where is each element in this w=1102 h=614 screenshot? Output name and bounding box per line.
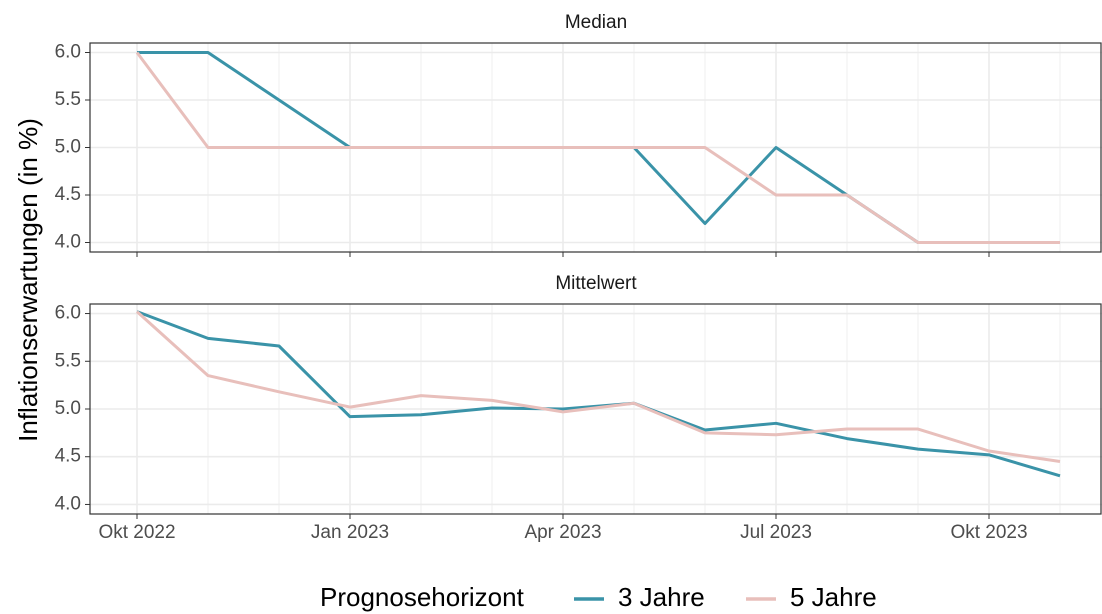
y-tick-label: 4.0 bbox=[55, 232, 81, 253]
legend-label: 3 Jahre bbox=[618, 582, 705, 612]
y-tick-label: 4.0 bbox=[55, 493, 81, 514]
legend-title: Prognosehorizont bbox=[320, 582, 525, 612]
y-tick-label: 5.0 bbox=[55, 137, 81, 158]
y-tick-label: 5.5 bbox=[55, 89, 81, 110]
line-series bbox=[135, 310, 1061, 463]
x-tick-label: Okt 2022 bbox=[98, 522, 175, 543]
panel-border bbox=[89, 303, 1102, 515]
x-tick-label: Jul 2023 bbox=[740, 522, 812, 543]
y-tick-label: 6.0 bbox=[55, 303, 81, 324]
panel-title: Mittelwert bbox=[555, 273, 637, 294]
y-tick-label: 4.5 bbox=[55, 446, 81, 467]
line-series bbox=[136, 310, 1061, 478]
y-tick-label: 5.5 bbox=[55, 350, 81, 371]
y-tick-label: 5.0 bbox=[55, 398, 81, 419]
y-tick-label: 4.5 bbox=[55, 184, 81, 205]
x-tick-label: Jan 2023 bbox=[311, 522, 389, 543]
x-tick-label: Okt 2023 bbox=[950, 522, 1027, 543]
legend-label: 5 Jahre bbox=[790, 582, 877, 612]
panel-title: Median bbox=[565, 12, 627, 33]
y-tick-label: 6.0 bbox=[55, 42, 81, 63]
panel-border bbox=[89, 42, 1102, 253]
x-tick-label: Apr 2023 bbox=[524, 522, 601, 543]
y-axis-label: Inflationserwartungen (in %) bbox=[13, 118, 43, 442]
line-series bbox=[135, 51, 1060, 244]
